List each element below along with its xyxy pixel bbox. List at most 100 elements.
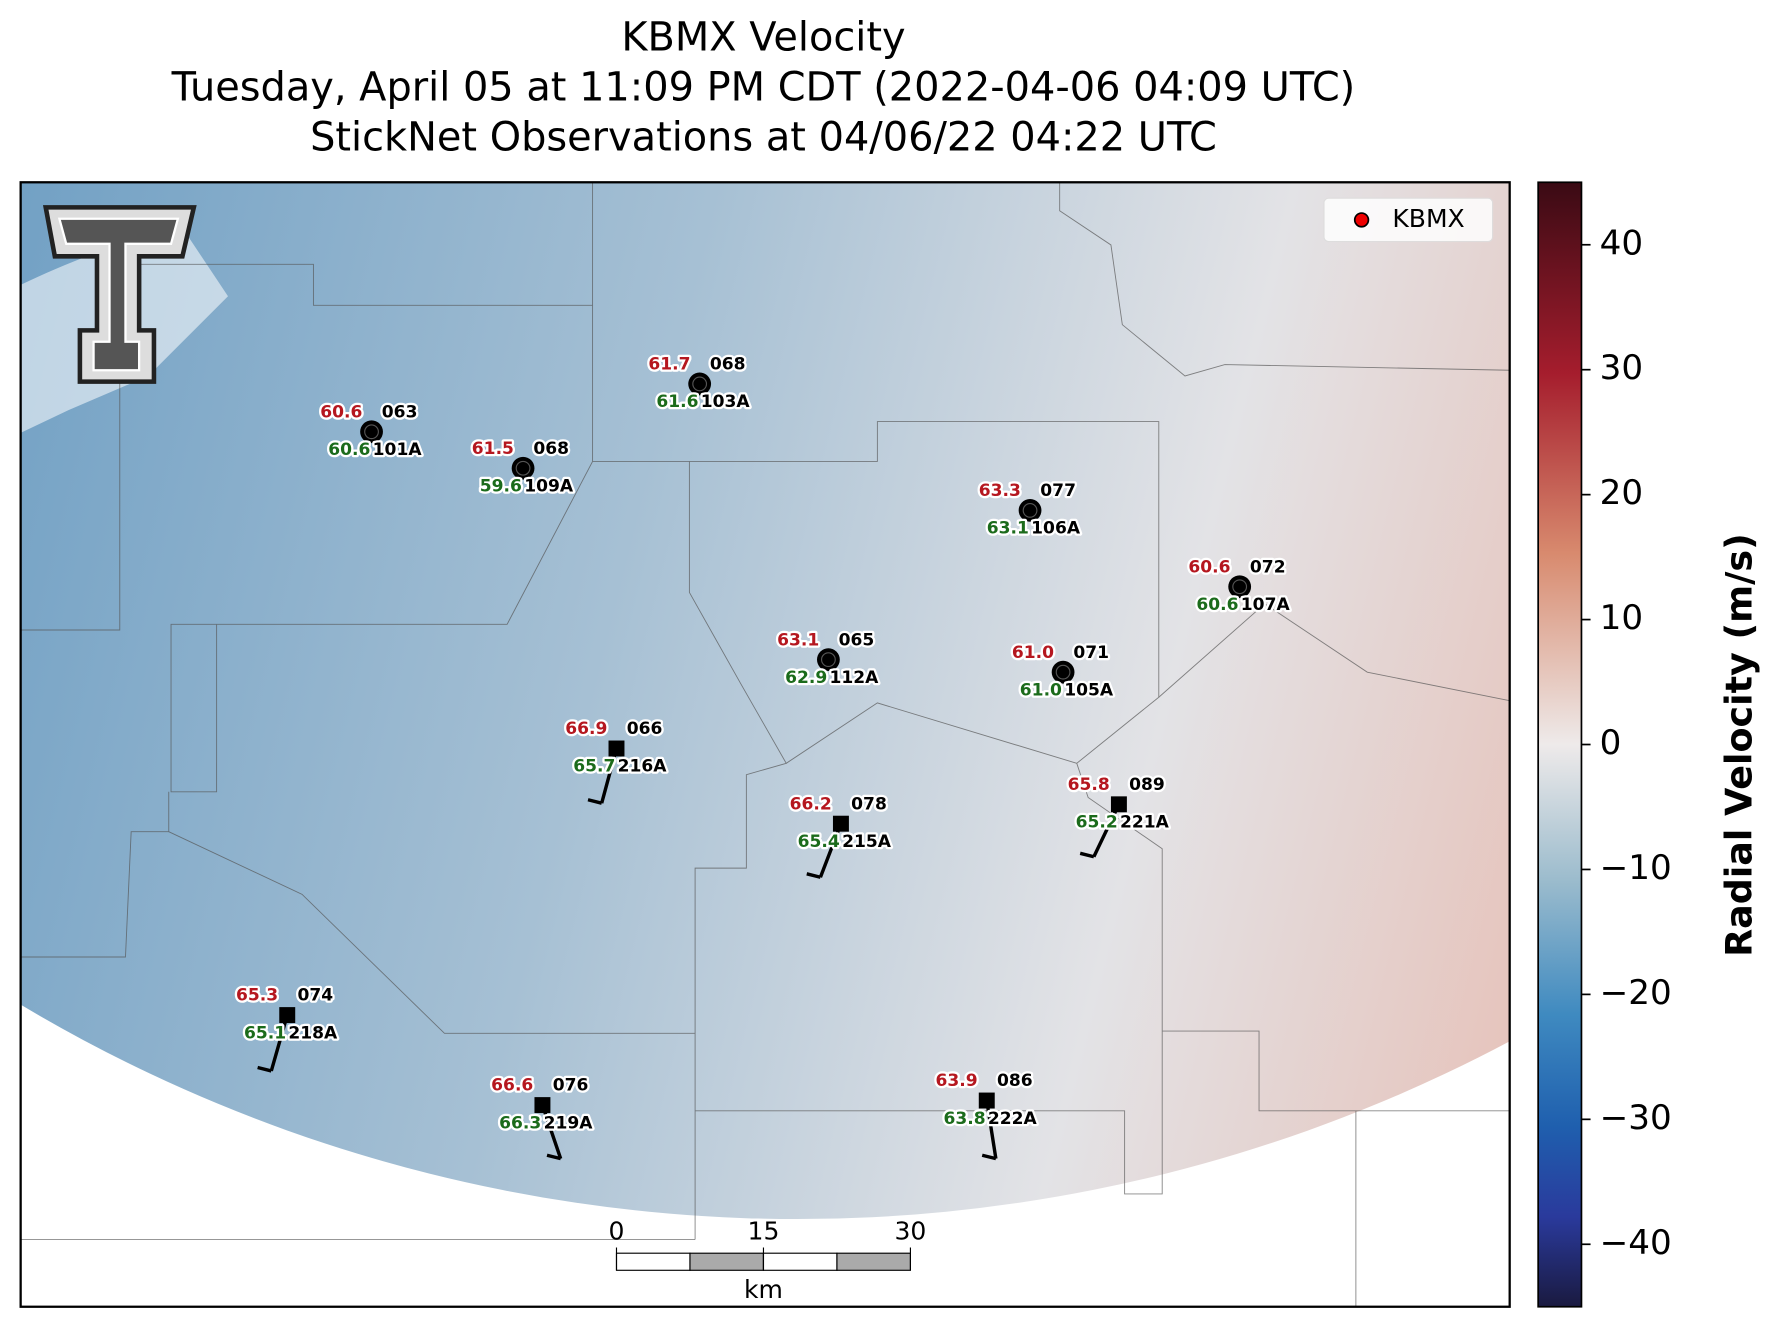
wind-direction: 086 (997, 1071, 1033, 1091)
temperature: 60.6 (320, 402, 362, 422)
station-id: 218A (288, 1023, 338, 1043)
temperature: 60.6 (1188, 557, 1230, 577)
wind-barb (540, 1104, 563, 1160)
dewpoint: 65.4 (798, 832, 840, 852)
temperature: 66.9 (565, 719, 607, 739)
wind-direction: 074 (297, 986, 333, 1006)
station-id: 216A (618, 757, 668, 777)
station-marker (1018, 499, 1042, 522)
wind-barb (600, 748, 619, 804)
scale-segment (615, 1252, 691, 1271)
station-ring (515, 460, 531, 476)
dewpoint: 59.6 (480, 476, 522, 496)
colorbar-tick-label: −40 (1600, 1223, 1672, 1263)
scale-segment (762, 1252, 838, 1271)
temperature: 63.3 (979, 481, 1021, 501)
dewpoint: 60.6 (328, 440, 370, 460)
wind-direction: 066 (627, 719, 663, 739)
station-id: 101A (373, 440, 423, 460)
wind-direction: 077 (1040, 481, 1076, 501)
station-ring (820, 652, 836, 668)
dewpoint: 61.0 (1020, 680, 1062, 700)
station-ring (1055, 664, 1071, 680)
colorbar-tick-label: −10 (1600, 848, 1672, 888)
temperature: 65.8 (1068, 775, 1110, 795)
station-ring (692, 376, 708, 392)
title-block: KBMX Velocity Tuesday, April 05 at 11:09 … (171, 14, 1356, 160)
dewpoint: 61.6 (656, 392, 698, 412)
wind-barb-flag (546, 1153, 562, 1161)
wind-barb (818, 823, 843, 878)
temperature: 61.7 (648, 355, 690, 375)
colorbar-label: Radial Velocity (m/s) (1717, 533, 1760, 957)
station-id: 103A (701, 392, 751, 412)
legend-box (1323, 197, 1494, 243)
station-id: 109A (524, 476, 574, 496)
dewpoint: 62.9 (785, 668, 827, 688)
wind-direction: 068 (710, 355, 746, 375)
wind-barb-flag (806, 872, 821, 879)
station-id: 221A (1120, 813, 1170, 833)
station-marker (1228, 575, 1252, 599)
wind-direction: 068 (533, 439, 569, 459)
radar-sweep (20, 182, 1510, 1219)
temperature: 61.0 (1012, 643, 1054, 663)
station-id: 105A (1064, 680, 1114, 700)
station-marker (832, 815, 849, 832)
station-marker (978, 1092, 995, 1109)
station-marker (534, 1097, 551, 1114)
wind-barb (1092, 803, 1121, 858)
temperature: 63.9 (936, 1071, 978, 1091)
dewpoint: 65.2 (1076, 813, 1118, 833)
wind-direction: 089 (1129, 775, 1165, 795)
wind-barb (985, 1100, 998, 1159)
dewpoint: 65.1 (244, 1023, 286, 1043)
colorbar-tick-label: 10 (1600, 598, 1643, 638)
scale-unit: km (744, 1275, 783, 1304)
wind-direction: 078 (851, 794, 887, 814)
station-id: 222A (988, 1109, 1038, 1129)
ttu-logo (42, 205, 197, 384)
wind-barb-flag (981, 1153, 997, 1161)
map-frame (19, 181, 1511, 1308)
colorbar (1537, 181, 1583, 1308)
temperature: 66.6 (491, 1076, 533, 1096)
title-line: KBMX Velocity (621, 14, 905, 60)
scale-bar: 0 15 30 km (609, 1217, 927, 1304)
wind-direction: 063 (382, 402, 418, 422)
station-id: 112A (830, 668, 880, 688)
station-id: 106A (1031, 519, 1081, 539)
colorbar-tick-label: 40 (1600, 223, 1643, 263)
wind-barb-flag (587, 798, 603, 805)
title-line: Tuesday, April 05 at 11:09 PM CDT (2022-… (171, 65, 1356, 111)
station-marker (511, 456, 535, 480)
station-ring (1022, 502, 1038, 518)
station-marker (817, 648, 840, 672)
dewpoint: 63.8 (943, 1109, 985, 1129)
colorbar-tick-label: 0 (1600, 723, 1622, 763)
station-ring (364, 424, 379, 440)
station-marker (1110, 796, 1127, 813)
station-id: 219A (544, 1113, 594, 1133)
colorbar-tick-label: −30 (1600, 1098, 1672, 1138)
station-marker (688, 372, 712, 396)
station-marker (608, 740, 625, 757)
station-marker (1051, 660, 1075, 684)
dewpoint: 60.6 (1196, 595, 1238, 615)
county-lines (20, 182, 1510, 1307)
wind-direction: 065 (839, 630, 875, 650)
wind-barb-flag (257, 1065, 272, 1073)
dewpoint: 66.3 (499, 1113, 541, 1133)
temperature: 63.1 (777, 630, 819, 650)
legend: KBMX (1323, 197, 1494, 243)
temperature: 65.3 (236, 986, 278, 1006)
wind-barb (269, 1014, 289, 1072)
dewpoint: 63.1 (987, 519, 1029, 539)
wind-direction: 071 (1073, 643, 1109, 663)
wind-direction: 072 (1250, 557, 1286, 577)
legend-label: KBMX (1392, 204, 1464, 233)
